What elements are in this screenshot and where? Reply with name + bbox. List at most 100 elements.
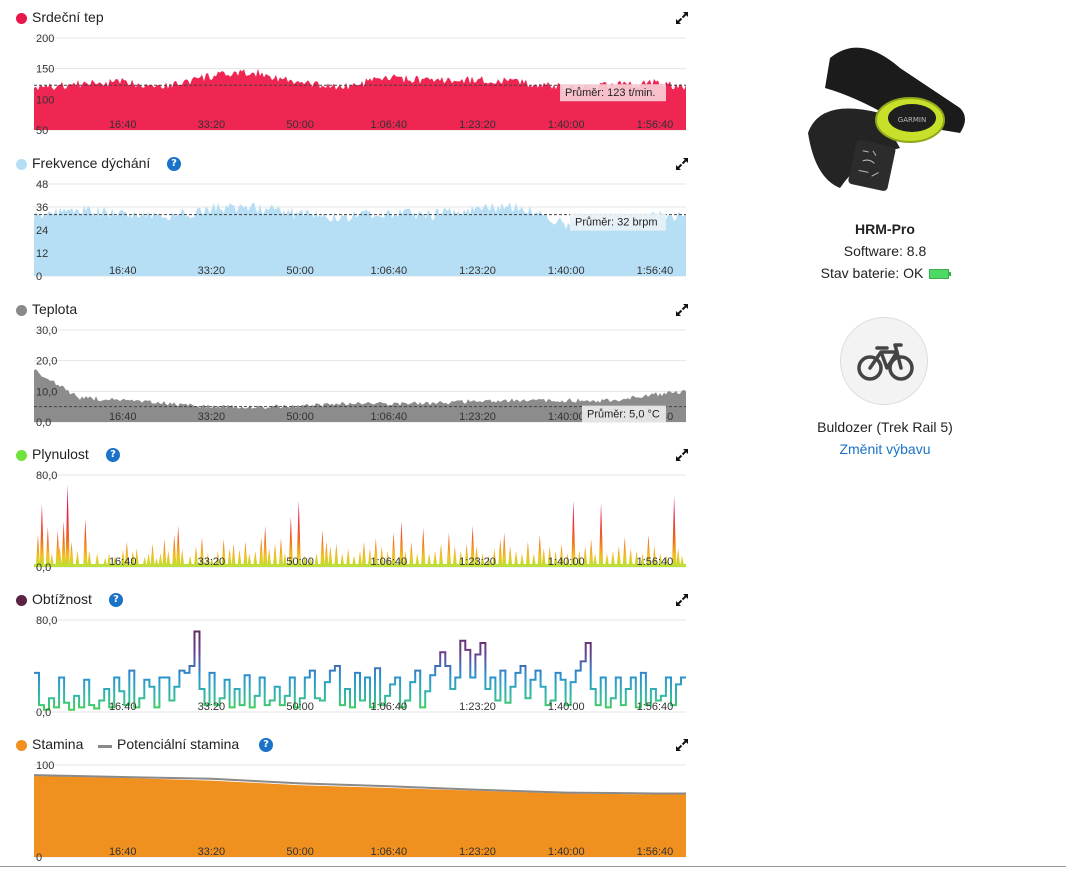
legend-dot: [16, 450, 27, 461]
chart-header: Obtížnost ?: [0, 590, 700, 610]
flow-spike: [646, 534, 651, 567]
x-tick-label: 1:23:20: [459, 556, 496, 568]
expand-icon[interactable]: [674, 302, 690, 318]
flow-spike: [142, 556, 147, 567]
flow-spike: [75, 550, 80, 567]
expand-icon[interactable]: [674, 592, 690, 608]
x-tick-label: 33:20: [198, 701, 226, 713]
flow-spike: [588, 539, 594, 567]
x-tick-label: 16:40: [109, 556, 137, 568]
x-tick-label: 1:56:40: [637, 846, 674, 858]
flow-spike: [112, 555, 118, 567]
average-label: Průměr: 123 t/min.: [565, 87, 655, 99]
x-tick-label: 1:06:40: [370, 265, 407, 277]
difficulty-line: [34, 630, 686, 711]
y-tick-label: 0: [36, 271, 42, 283]
flow-spike: [474, 546, 479, 567]
flow-spike: [69, 541, 74, 567]
expand-icon[interactable]: [674, 447, 690, 463]
device-software-version: Software: 8.8: [843, 243, 927, 259]
help-icon[interactable]: ?: [259, 738, 273, 752]
flow-spike: [328, 546, 333, 567]
chart-plot: 30,0 20,0 10,0 0,0 16:40 33:20 50:00 1:06:40 1:2…: [0, 318, 700, 438]
expand-icon[interactable]: [674, 156, 690, 172]
flow-spike: [399, 521, 404, 567]
y-tick-label: 0,0: [36, 707, 51, 719]
flow-spike: [403, 550, 408, 567]
x-tick-label: 50:00: [286, 411, 314, 423]
flow-spike: [65, 484, 70, 567]
x-tick-label: 50:00: [286, 846, 314, 858]
flow-spike: [345, 548, 351, 567]
flow-spike: [106, 553, 112, 567]
chart-title: Plynulost: [32, 446, 89, 462]
flow-spike: [314, 553, 319, 567]
flow-spike: [379, 546, 384, 567]
flow-spike: [583, 546, 588, 567]
flow-spike: [421, 527, 426, 567]
flow-spike: [577, 550, 582, 567]
x-tick-label: 1:23:20: [459, 265, 496, 277]
y-tick-label: 80,0: [36, 615, 57, 627]
x-tick-label: 1:23:20: [459, 846, 496, 858]
average-label-box: [582, 405, 666, 423]
y-tick-label: 30,0: [36, 325, 57, 337]
flow-spike: [158, 553, 163, 567]
flow-spike: [221, 539, 226, 567]
legend-dot: [16, 740, 27, 751]
battery-icon: [929, 269, 952, 279]
x-tick-label: 50:00: [286, 701, 314, 713]
x-tick-label: 33:20: [198, 411, 226, 423]
x-tick-label: 16:40: [109, 265, 137, 277]
flow-spike: [87, 550, 92, 567]
flow-spike: [537, 534, 542, 567]
x-tick-label: 1:06:40: [370, 556, 407, 568]
expand-icon[interactable]: [674, 10, 690, 26]
flow-spike: [361, 541, 367, 567]
flow-spike: [351, 555, 357, 567]
x-tick-label: 33:20: [198, 265, 226, 277]
y-tick-label: 36: [36, 202, 48, 214]
flow-spike: [57, 546, 62, 567]
flow-spike: [652, 546, 657, 567]
flow-spike: [452, 546, 458, 567]
flow-spike: [634, 550, 639, 567]
change-gear-link[interactable]: Změnit výbavu: [839, 441, 931, 457]
flow-spike: [628, 548, 633, 567]
x-tick-label: 1:40:00: [548, 556, 585, 568]
flow-spike: [525, 541, 531, 567]
expand-icon[interactable]: [674, 737, 690, 753]
help-icon[interactable]: ?: [106, 448, 120, 462]
chart-header: Plynulost ?: [0, 445, 700, 465]
y-tick-label: 150: [36, 64, 54, 76]
flow-spike: [559, 544, 564, 567]
y-tick-label: 0,0: [36, 417, 51, 429]
average-label-box: [570, 213, 666, 231]
flow-spike: [187, 555, 193, 567]
chart-header: Srdeční tep: [0, 8, 700, 28]
bike-gear-avatar[interactable]: [840, 317, 928, 405]
y-tick-label: 100: [36, 94, 54, 106]
flow-spike: [502, 532, 507, 567]
legend-dot: [16, 159, 27, 170]
x-tick-label: 1:56:40: [637, 701, 674, 713]
flow-spike: [308, 557, 313, 567]
x-tick-label: 1:56:40: [637, 556, 674, 568]
x-tick-label: 1:06:40: [370, 701, 407, 713]
flow-spike: [446, 532, 452, 567]
x-tick-label: 33:20: [198, 556, 226, 568]
legend-dot: [16, 595, 27, 606]
flow-spike: [154, 557, 159, 567]
help-icon[interactable]: ?: [167, 157, 181, 171]
flow-spike: [95, 553, 100, 567]
device-sidebar: GARMIN HRM-Pro Software: 8.8 Stav bateri…: [760, 0, 1010, 869]
y-tick-label: 24: [36, 225, 48, 237]
chart-title: Obtížnost: [32, 591, 92, 607]
y-tick-label: 100: [36, 760, 54, 772]
chart-title: Srdeční tep: [32, 9, 104, 25]
help-icon[interactable]: ?: [109, 593, 123, 607]
x-tick-label: 1:56:40: [637, 265, 674, 277]
legend-dot: [16, 305, 27, 316]
legend-line-potential: [98, 745, 112, 748]
x-tick-label: 1:40:00: [548, 846, 585, 858]
